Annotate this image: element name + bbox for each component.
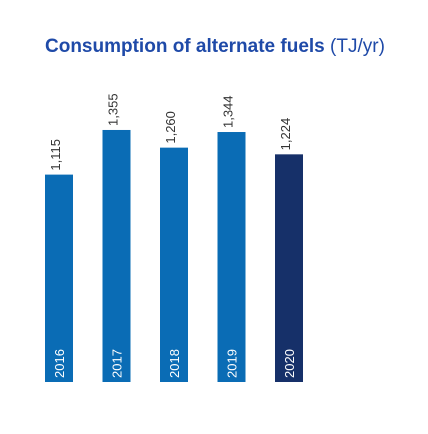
- value-label-2017: 1,355: [106, 93, 121, 126]
- value-label-2016: 1,115: [48, 139, 63, 171]
- category-label-2017: 2017: [110, 349, 125, 378]
- category-label-2018: 2018: [167, 349, 182, 378]
- chart-title: Consumption of alternate fuels (TJ/yr): [45, 34, 385, 60]
- category-label-2016: 2016: [52, 349, 67, 378]
- bar-2018: [160, 147, 188, 382]
- bar-2016: [45, 174, 73, 382]
- bar-2017: [102, 129, 131, 382]
- value-label-2020: 1,224: [278, 118, 293, 151]
- value-label-2019: 1,344: [221, 95, 236, 128]
- chart-title-text: Consumption of alternate fuels: [45, 36, 325, 57]
- chart-title-unit: (TJ/yr): [330, 36, 385, 57]
- category-label-2020: 2020: [282, 349, 297, 378]
- bar-2019: [217, 132, 246, 382]
- category-label-2019: 2019: [225, 349, 240, 378]
- value-label-2018: 1,260: [163, 111, 178, 144]
- bar-2020: [275, 154, 303, 382]
